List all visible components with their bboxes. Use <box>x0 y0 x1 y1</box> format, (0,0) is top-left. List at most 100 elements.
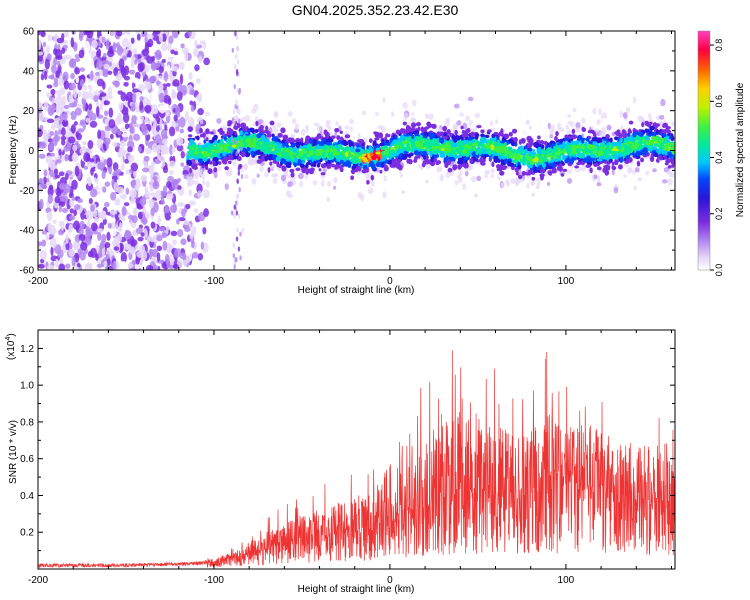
heatmap-halo-cell <box>297 172 304 180</box>
heatmap-noise-cell <box>156 60 161 69</box>
heatmap-noise-cell <box>85 225 90 233</box>
heatmap-noise-cell <box>42 41 47 48</box>
heatmap-noise-cell <box>129 247 136 255</box>
heatmap-signal-cell <box>242 147 247 153</box>
heatmap-noise-cell <box>53 48 58 56</box>
heatmap-noise-cell <box>43 132 47 142</box>
heatmap-noise-cell <box>164 124 168 131</box>
heatmap-signal-cell <box>521 170 526 176</box>
heatmap-noise-cell <box>155 134 162 143</box>
heatmap-noise-cell <box>41 239 47 247</box>
heatmap-noise-cell <box>72 88 78 99</box>
heatmap-halo-cell <box>659 114 665 120</box>
heatmap-halo-cell <box>526 182 530 189</box>
heatmap-noise-cell <box>135 244 139 251</box>
heatmap-noise-cell <box>38 263 45 269</box>
heatmap-noise-cell <box>103 159 108 165</box>
heatmap-noise-cell <box>163 94 171 104</box>
heatmap-noise-cell <box>149 237 157 243</box>
heatmap-noise-cell <box>74 165 80 177</box>
heatmap-noise-cell <box>153 119 157 130</box>
heatmap-noise-cell <box>88 264 92 270</box>
heatmap-noise-cell <box>180 162 185 167</box>
heatmap-signal-cell <box>334 127 340 133</box>
heatmap-noise-cell <box>53 168 59 175</box>
heatmap-signal-cell <box>533 141 538 148</box>
heatmap-noise-cell <box>178 116 186 128</box>
heatmap-signal-cell <box>535 139 542 144</box>
heatmap-noise-cell <box>96 228 104 233</box>
heatmap-signal-cell <box>265 125 269 131</box>
heatmap-noise-cell <box>75 131 80 139</box>
heatmap-noise-cell <box>181 208 186 218</box>
heatmap-signal-cell <box>627 130 633 134</box>
heatmap-signal-cell <box>362 156 368 163</box>
heatmap-signal-cell <box>571 134 577 140</box>
heatmap-noise-cell <box>95 106 100 117</box>
heatmap-halo-cell <box>263 171 269 178</box>
heatmap-noise-cell <box>107 86 113 97</box>
heatmap-noise-cell <box>82 91 90 100</box>
heatmap-halo-cell <box>300 128 306 137</box>
heatmap-halo-cell <box>467 96 474 102</box>
heatmap-noise-cell <box>113 181 119 193</box>
heatmap-noise-cell <box>82 100 86 112</box>
heatmap-halo-cell <box>382 97 386 103</box>
heatmap-noise-cell <box>47 233 55 238</box>
heatmap-noise-cell <box>113 246 120 251</box>
heatmap-noise-cell <box>77 198 83 204</box>
heatmap-signal-cell <box>316 162 321 168</box>
heatmap-noise-cell <box>83 31 87 36</box>
heatmap-noise-cell <box>176 177 181 183</box>
heatmap-noise-cell <box>155 49 162 61</box>
heatmap-signal-cell <box>267 167 271 173</box>
heatmap-noise-cell <box>93 90 101 96</box>
heatmap-signal-cell <box>401 146 407 150</box>
heatmap-halo-cell <box>623 163 629 168</box>
heatmap-noise-cell <box>165 82 171 87</box>
heatmap-noise-cell <box>123 65 130 76</box>
heatmap-noise-cell <box>120 252 128 263</box>
heatmap-signal-cell <box>285 144 290 148</box>
heatmap-noise-cell <box>128 69 136 75</box>
heatmap-noise-cell <box>125 187 130 195</box>
heatmap-halo-cell <box>489 120 494 126</box>
heatmap-noise-cell <box>126 31 131 36</box>
heatmap-noise-cell <box>131 215 138 224</box>
heatmap-noise-cell <box>132 77 140 84</box>
heatmap-noise-cell <box>160 196 165 205</box>
heatmap-noise-cell <box>55 258 59 268</box>
heatmap-halo-cell <box>390 111 395 118</box>
heatmap-signal-cell <box>665 127 669 133</box>
heatmap-halo-cell <box>272 177 278 185</box>
heatmap-halo-cell <box>667 178 673 186</box>
heatmap-signal-cell <box>597 166 602 171</box>
heatmap-noise-cell <box>74 67 81 75</box>
heatmap-noise-cell <box>116 31 123 37</box>
heatmap-halo-cell <box>599 131 606 138</box>
heatmap-signal-cell <box>608 158 613 163</box>
heatmap-noise-cell <box>156 252 161 262</box>
heatmap-noise-cell <box>133 263 141 270</box>
heatmap-signal-cell <box>605 134 610 139</box>
heatmap-halo-cell <box>566 177 573 184</box>
heatmap-noise-cell <box>175 105 181 116</box>
heatmap-noise-cell <box>38 31 41 36</box>
heatmap-noise-cell <box>75 76 80 84</box>
heatmap-halo-cell <box>272 125 276 130</box>
heatmap-signal-cell <box>499 170 505 176</box>
heatmap-noise-cell <box>109 210 118 215</box>
heatmap-signal-cell <box>515 171 520 176</box>
heatmap-noise-cell <box>68 232 75 241</box>
heatmap-noise-cell <box>39 250 47 260</box>
heatmap-noise-cell <box>55 55 63 60</box>
heatmap-halo-cell <box>637 114 642 122</box>
heatmap-halo-cell <box>625 106 631 114</box>
heatmap-halo-cell <box>503 112 508 120</box>
heatmap-noise-cell <box>54 196 61 204</box>
heatmap-signal-cell <box>556 166 562 171</box>
heatmap-halo-cell <box>333 185 337 190</box>
heatmap-noise-cell <box>48 224 55 230</box>
heatmap-signal-cell <box>342 140 347 144</box>
heatmap-noise-cell <box>38 53 44 62</box>
